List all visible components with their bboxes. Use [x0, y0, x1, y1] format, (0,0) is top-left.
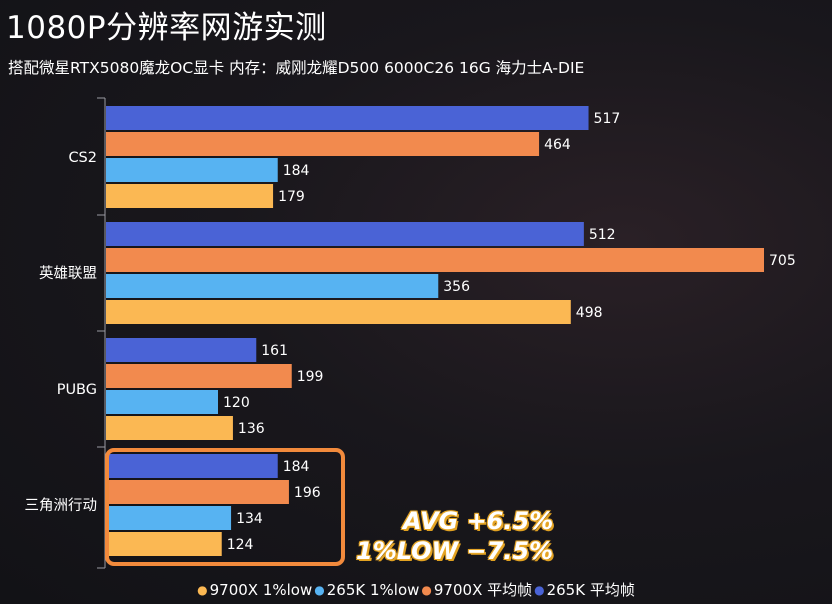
data-label: 196 — [294, 485, 321, 501]
bar — [106, 390, 218, 414]
legend-label: 265K 平均帧 — [546, 581, 635, 599]
legend-item: ● 9700X 1%low — [197, 581, 312, 599]
category-label: PUBG — [57, 382, 97, 398]
data-label: 356 — [443, 279, 470, 295]
legend-label: 9700X 平均帧 — [433, 581, 533, 599]
bar — [106, 532, 222, 556]
bar — [106, 506, 232, 530]
legend-item: ● 265K 平均帧 — [534, 581, 635, 599]
category-label: CS2 — [68, 150, 97, 166]
chart-legend: ● 9700X 1%low ● 265K 1%low ● 9700X 平均帧 ● 265K 平… — [0, 579, 832, 600]
bar — [106, 184, 274, 208]
data-label: 512 — [589, 227, 616, 243]
data-label: 184 — [283, 459, 310, 475]
category-label: 英雄联盟 — [39, 264, 97, 282]
data-label: 517 — [594, 111, 621, 127]
bar — [106, 338, 257, 362]
legend-dot-icon: ● — [421, 583, 432, 597]
data-label: 179 — [278, 189, 305, 205]
data-label: 498 — [576, 305, 603, 321]
data-label: 134 — [236, 511, 263, 527]
bar — [106, 480, 289, 504]
low-annotation: 1%LOW −7.5% — [356, 537, 554, 565]
data-label: 184 — [283, 163, 310, 179]
data-label: 199 — [297, 369, 324, 385]
legend-label: 9700X 1%low — [209, 581, 313, 599]
category-label: 三角洲行动 — [25, 497, 98, 514]
legend-dot-icon: ● — [534, 583, 545, 597]
legend-dot-icon: ● — [314, 583, 325, 597]
data-label: 464 — [544, 137, 571, 153]
bar — [106, 106, 589, 130]
legend-dot-icon: ● — [197, 583, 208, 597]
chart-subtitle: 搭配微星RTX5080魔龙OC显卡 内存：威刚龙耀D500 6000C26 16… — [8, 59, 585, 77]
bar — [106, 248, 764, 272]
data-label: 136 — [238, 421, 265, 437]
legend-item: ● 265K 1%low — [314, 581, 419, 599]
bar — [106, 158, 278, 182]
data-label: 161 — [261, 343, 288, 359]
highlight-box — [105, 448, 345, 566]
bar — [106, 300, 571, 324]
chart-title: 1080P分辨率网游实测 — [6, 10, 327, 46]
bar — [106, 454, 278, 478]
bar — [106, 274, 439, 298]
bar — [106, 132, 540, 156]
legend-item: ● 9700X 平均帧 — [421, 581, 532, 599]
legend-label: 265K 1%low — [326, 581, 420, 599]
avg-annotation: AVG +6.5% — [403, 507, 554, 535]
data-label: 705 — [769, 253, 796, 269]
data-label: 120 — [223, 395, 250, 411]
data-label: 124 — [227, 537, 254, 553]
bar — [106, 416, 233, 440]
bar — [106, 364, 292, 388]
bar — [106, 222, 584, 246]
